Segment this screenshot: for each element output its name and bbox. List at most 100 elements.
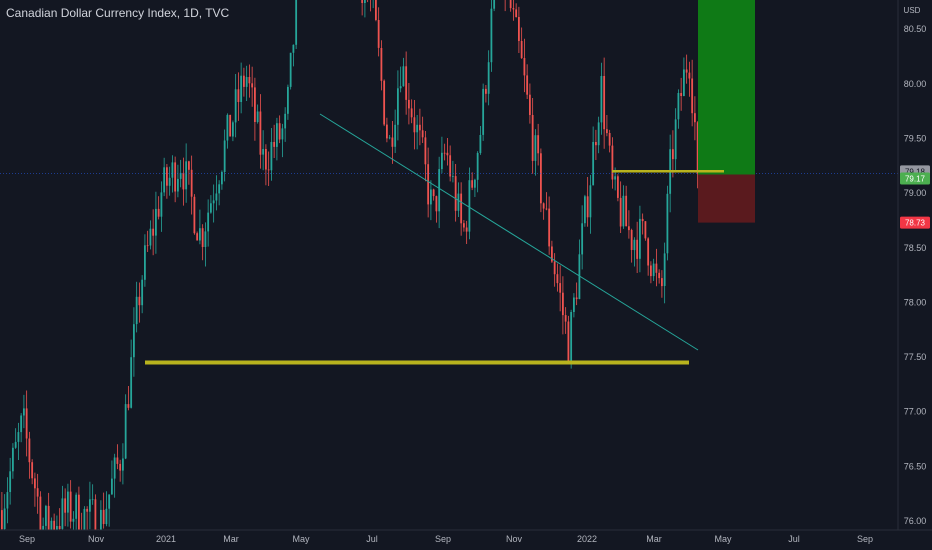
candle-body [520,41,523,59]
candle-body [91,499,94,501]
candle-body [190,169,193,197]
descending-trendline[interactable] [319,113,699,351]
candle-body [116,457,119,464]
candle-body [262,149,265,155]
time-tick-label: Nov [506,534,523,544]
candle-body [281,128,284,140]
position-stop-zone[interactable] [698,174,755,223]
price-badge-label: 79.17 [905,175,926,184]
candle-body [102,509,105,524]
candle-body [138,296,141,306]
time-axis-panel[interactable] [0,530,932,550]
candle-body [28,438,31,463]
time-tick-label: Mar [223,534,239,544]
candle-body [617,176,619,198]
candle-body [553,261,556,275]
candle-body [545,208,548,210]
candle-body [573,297,575,312]
candle-body [72,518,75,522]
price-badge-label: 79.18 [905,167,926,176]
price-axis-panel[interactable] [898,0,932,530]
candle-body [1,510,3,530]
candle-body [199,228,201,241]
candle-body [64,498,67,513]
candle-body [69,491,72,522]
time-tick-label: Sep [19,534,35,544]
candle-body [666,193,669,254]
candle-body [83,508,86,534]
candle-body [240,75,243,102]
candle-body [212,200,215,204]
candle-body [595,142,597,146]
candle-body [639,218,641,259]
price-axis[interactable]: 76.00 76.50 77.00 77.50 78.00 78.50 79.00 79.50… [904,24,927,526]
candle-body [606,129,608,134]
time-axis[interactable]: Sep Nov 2021 Mar May Jul Sep Nov 2022 Mar May Jul Se… [19,534,873,544]
candle-body [119,463,122,471]
price-tick-label: 80.00 [904,79,927,89]
candle-body [9,471,12,492]
candle-body [39,496,42,534]
candle-body [361,0,364,3]
position-target-zone[interactable] [698,0,755,175]
candle-body [672,149,674,160]
candle-body [534,135,537,161]
candle-body [221,171,223,185]
candle-body [421,130,424,138]
candle-body [146,245,149,247]
candle-body [108,494,111,509]
candle-body [652,263,655,277]
candle-body [446,152,449,156]
candle-body [548,208,551,247]
candle-body [611,145,614,180]
price-badge-label: 78.73 [905,219,926,228]
candle-body [655,263,658,273]
candle-body [688,72,691,79]
candle-body [251,83,254,88]
candle-body [465,227,468,232]
candle-body [232,122,234,137]
price-badge [900,216,930,229]
time-tick-label: Nov [88,534,105,544]
time-tick-label: May [292,534,310,544]
candle-body [633,239,636,251]
candle-body [105,508,108,525]
time-tick-label: 2022 [577,534,597,544]
candle-body [641,218,644,222]
candle-body [14,441,17,448]
candle-body [650,265,652,277]
candle-body [614,176,617,180]
candle-body [683,69,685,96]
candle-body [487,62,490,94]
candle-body [586,196,589,218]
candle-body [254,87,256,122]
candle-body [531,115,534,161]
candle-body [265,149,267,170]
candle-body [149,228,152,246]
candle-body [452,176,454,177]
candle-body [25,408,28,439]
candle-body [36,488,39,497]
price-tick-label: 76.50 [904,461,927,471]
candle-body [364,0,366,3]
candle-body [267,169,270,171]
candle-body [457,193,460,211]
candle-body [578,254,581,299]
candle-body [460,193,463,224]
candle-body [584,196,586,224]
candle-body [201,228,204,247]
price-tick-label: 78.00 [904,297,927,307]
candle-body [570,312,573,364]
candle-body [188,161,190,170]
candle-body [155,208,157,236]
candle-body [410,108,413,118]
candle-body [680,93,683,96]
candle-body [273,142,276,147]
candle-body [111,478,113,495]
candle-body [402,66,405,87]
candle-body [625,195,628,227]
candle-body [523,58,526,76]
